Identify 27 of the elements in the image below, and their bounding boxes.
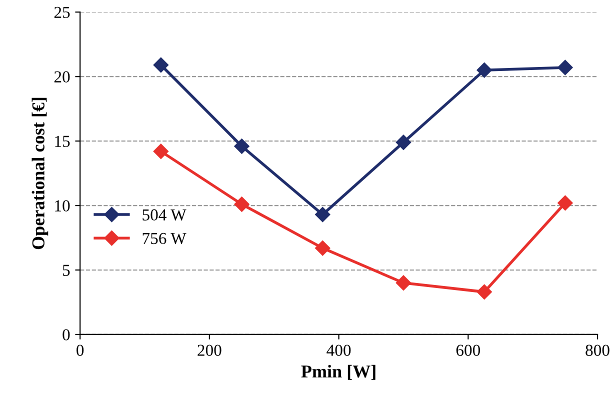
y-tick-label: 5 <box>62 264 70 276</box>
y-tick-label: 25 <box>54 6 70 18</box>
point <box>396 134 412 150</box>
y-tick-label: 0 <box>62 329 70 340</box>
y-tick-label: 20 <box>54 71 70 83</box>
x-tick-label: 200 <box>198 344 222 356</box>
point <box>476 62 492 78</box>
y-axis-title: Operational cost [€] <box>32 98 48 250</box>
point <box>315 240 330 256</box>
x-tick-label: 600 <box>456 344 480 356</box>
point <box>153 144 168 159</box>
point <box>234 196 250 212</box>
point <box>153 57 168 73</box>
point <box>315 206 330 222</box>
point <box>476 284 492 300</box>
legend-label: 504 W <box>142 209 186 221</box>
point <box>558 60 573 76</box>
point <box>558 195 573 211</box>
x-axis-title: Pmin [W] <box>301 364 376 380</box>
point <box>396 275 412 290</box>
y-tick-label: 10 <box>55 200 70 212</box>
x-tick-label: 400 <box>326 344 351 356</box>
x-tick-label: 0 <box>76 344 84 356</box>
legend-label: 756 W <box>142 232 186 244</box>
point <box>234 138 250 154</box>
y-tick-label: 15 <box>55 136 70 147</box>
x-tick-label: 800 <box>586 344 610 356</box>
